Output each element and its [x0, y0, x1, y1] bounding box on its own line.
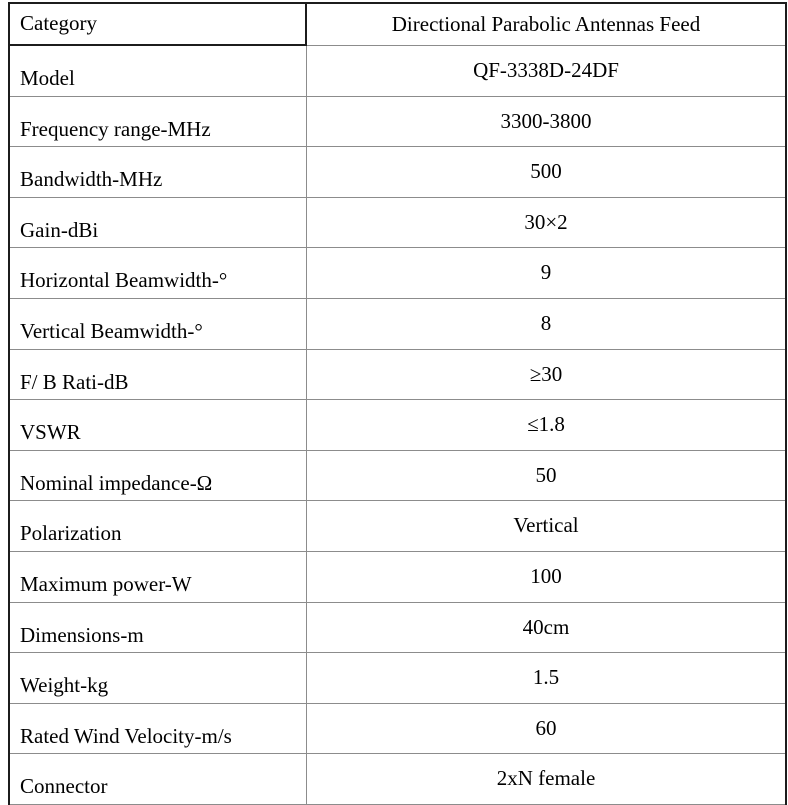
- row-value: Vertical: [307, 501, 785, 552]
- row-label: VSWR: [10, 400, 307, 451]
- row-value: 50: [307, 451, 785, 502]
- header-value-cell: Directional Parabolic Antennas Feed: [307, 4, 785, 46]
- row-value: 500: [307, 147, 785, 198]
- table-row: Connector 2xN female: [10, 754, 785, 805]
- spec-table: Category Directional Parabolic Antennas …: [8, 2, 787, 805]
- table-row: Polarization Vertical: [10, 501, 785, 552]
- row-value: QF-3338D-24DF: [307, 46, 785, 97]
- header-category-cell: Category: [10, 4, 307, 46]
- row-label: Rated Wind Velocity-m/s: [10, 703, 307, 755]
- row-label: Weight-kg: [10, 653, 307, 704]
- row-label: Polarization: [10, 501, 307, 552]
- row-value: 30×2: [307, 198, 785, 249]
- table-row: VSWR ≤1.8: [10, 400, 785, 451]
- table-row: Model QF-3338D-24DF: [10, 46, 785, 97]
- row-label: Maximum power-W: [10, 551, 307, 603]
- table-row: Frequency range-MHz 3300-3800: [10, 96, 785, 148]
- row-label: Frequency range-MHz: [10, 96, 307, 148]
- row-label: Horizontal Beamwidth-°: [10, 248, 307, 299]
- table-row: Rated Wind Velocity-m/s 60: [10, 703, 785, 755]
- table-row: Weight-kg 1.5: [10, 653, 785, 704]
- row-label: Connector: [10, 754, 307, 805]
- table-row: Vertical Beamwidth-° 8: [10, 298, 785, 350]
- row-value: 8: [307, 299, 785, 350]
- row-value: ≥30: [307, 350, 785, 401]
- row-value: ≤1.8: [307, 400, 785, 451]
- row-label: F/ B Rati-dB: [10, 349, 307, 401]
- row-label: Nominal impedance-Ω: [10, 450, 307, 502]
- row-value: 100: [307, 552, 785, 603]
- table-row: Maximum power-W 100: [10, 551, 785, 603]
- row-value: 40cm: [307, 603, 785, 654]
- table-row: Horizontal Beamwidth-° 9: [10, 248, 785, 299]
- table-row: Nominal impedance-Ω 50: [10, 450, 785, 502]
- row-value: 1.5: [307, 653, 785, 704]
- row-label: Bandwidth-MHz: [10, 147, 307, 198]
- row-value: 2xN female: [307, 754, 785, 805]
- row-label: Vertical Beamwidth-°: [10, 298, 307, 350]
- row-value: 60: [307, 704, 785, 755]
- table-row: Dimensions-m 40cm: [10, 602, 785, 654]
- row-label: Gain-dBi: [10, 197, 307, 249]
- row-value: 9: [307, 248, 785, 299]
- row-label: Model: [10, 46, 307, 97]
- table-header-row: Category Directional Parabolic Antennas …: [10, 4, 785, 46]
- row-value: 3300-3800: [307, 97, 785, 148]
- table-row: Gain-dBi 30×2: [10, 197, 785, 249]
- table-row: Bandwidth-MHz 500: [10, 147, 785, 198]
- table-row: F/ B Rati-dB ≥30: [10, 349, 785, 401]
- row-label: Dimensions-m: [10, 602, 307, 654]
